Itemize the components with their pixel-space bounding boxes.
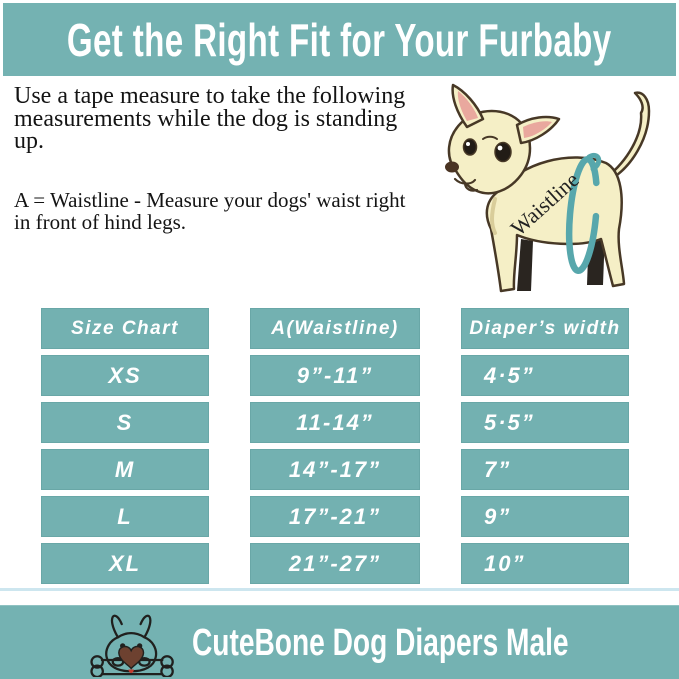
width-cell-xl: 10”	[461, 543, 629, 584]
dog-right-ear-inner	[523, 121, 552, 138]
waistline-tape-curl	[586, 153, 602, 172]
dog-illustration: Waistline	[445, 83, 651, 293]
dog-left-eye-glint	[466, 142, 470, 146]
heart-nose-icon	[118, 645, 145, 670]
size-cell-l: L	[41, 496, 209, 537]
size-cell-s: S	[41, 402, 209, 443]
dog-chest-shading	[490, 197, 497, 235]
dog-left-ear-inner	[457, 91, 478, 121]
column-header-width: Diaper’s width	[461, 308, 629, 349]
dog-body	[485, 156, 626, 293]
dog-right-eye	[494, 141, 512, 163]
tongue-icon	[128, 669, 134, 673]
size-cell-xl: XL	[41, 543, 209, 584]
dog-tail	[605, 91, 651, 181]
measure-instructions: Use a tape measure to take the following…	[14, 83, 406, 154]
width-cell-m: 7”	[461, 449, 629, 490]
dog-brow	[482, 135, 498, 140]
dog-far-front-leg	[517, 239, 533, 291]
size-cell-m: M	[41, 449, 209, 490]
waistline-cell-xs: 9”-11”	[250, 355, 420, 396]
page-title: Get the Right Fit for Your Furbaby	[67, 13, 612, 66]
dog-left-eye	[462, 138, 478, 156]
waistline-cell-xl: 21”-27”	[250, 543, 420, 584]
width-cell-s: 5·5”	[461, 402, 629, 443]
footer-banner: CuteBone Dog Diapers Male	[0, 605, 679, 679]
brand-title: CuteBone Dog Diapers Male	[192, 622, 569, 664]
size-chart-table: Size Chart A(Waistline) Diaper’s width X…	[41, 308, 629, 584]
waistline-definition: A = Waistline - Measure your dogs' waist…	[14, 188, 406, 234]
cutebone-logo-icon	[90, 614, 174, 677]
dog-right-eye-glint	[497, 145, 503, 151]
dog-mouth	[453, 177, 479, 192]
waistline-cell-s: 11-14”	[250, 402, 420, 443]
waistline-cell-m: 14”-17”	[250, 449, 420, 490]
divider-line	[0, 588, 679, 591]
dog-nose	[445, 161, 459, 173]
width-cell-xs: 4·5”	[461, 355, 629, 396]
column-header-waistline: A(Waistline)	[250, 308, 420, 349]
size-cell-xs: XS	[41, 355, 209, 396]
header-banner: Get the Right Fit for Your Furbaby	[3, 3, 676, 76]
width-cell-l: 9”	[461, 496, 629, 537]
waistline-cell-l: 17”-21”	[250, 496, 420, 537]
column-header-size: Size Chart	[41, 308, 209, 349]
